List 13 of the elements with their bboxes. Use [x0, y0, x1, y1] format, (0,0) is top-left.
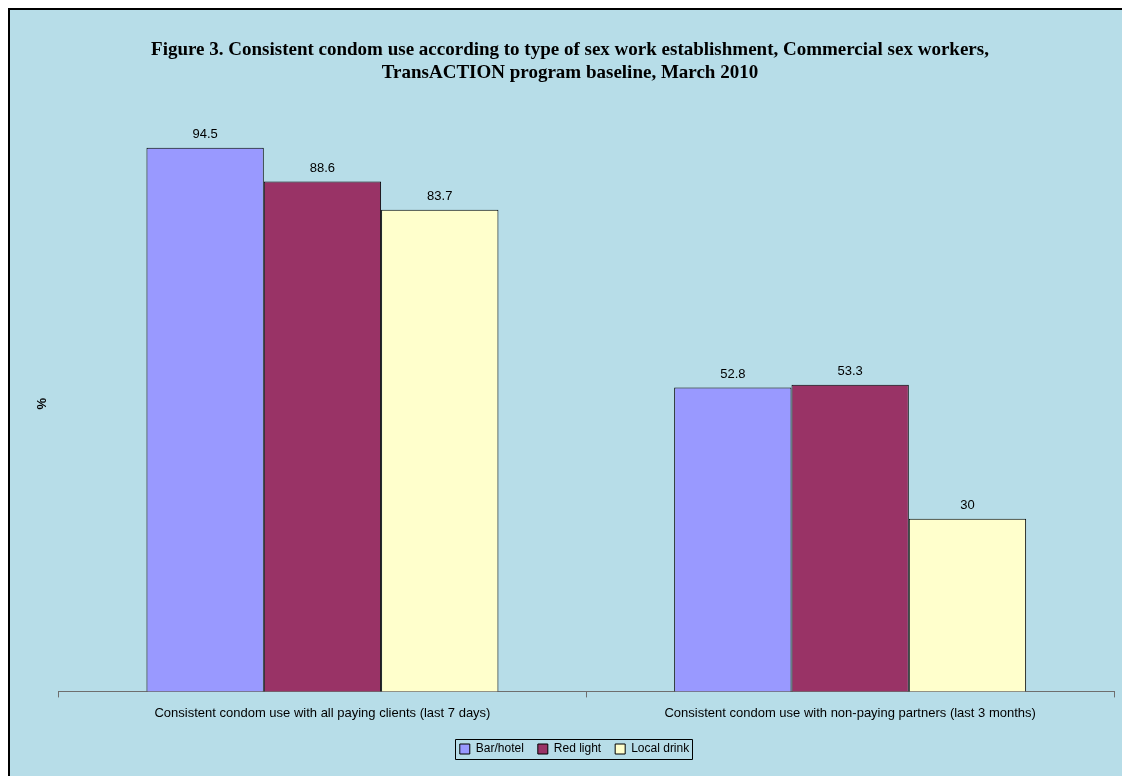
x-tick-label: Consistent condom use with non-paying partners (last 3 months): [664, 704, 1036, 720]
legend-label: Red light: [553, 741, 602, 756]
legend-label: Bar/hotel: [475, 741, 524, 756]
data-label: 52.8: [720, 365, 746, 381]
data-label: 88.6: [309, 159, 336, 175]
legend-label: Local drink: [631, 741, 691, 756]
data-label: 53.3: [837, 362, 863, 378]
data-label: 30: [960, 496, 975, 512]
data-label: 94.5: [192, 125, 218, 141]
data-label: 83.7: [427, 187, 453, 203]
x-tick-label: Consistent condom use with all paying clients (last 7 days): [154, 704, 491, 720]
y-axis-title: %: [34, 397, 50, 410]
chart-title: Figure 3. Consistent condom use according to type of sex work establishment, Commercial sex workers, TransACTION program baseline, March 2010: [150, 37, 990, 83]
